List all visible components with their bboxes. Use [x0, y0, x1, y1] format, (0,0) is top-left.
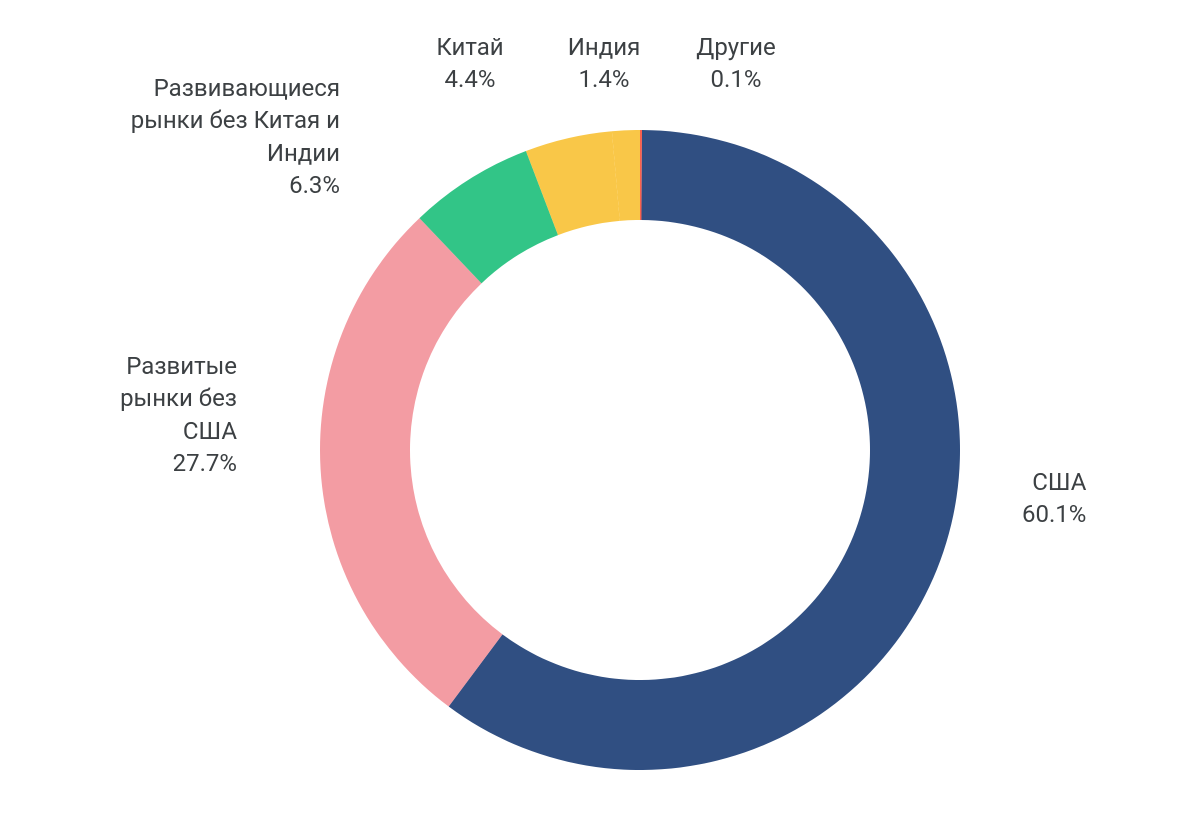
label-dev-l2: рынки без: [120, 382, 237, 414]
label-dev: Развитые рынки без США 27.7%: [120, 350, 237, 480]
label-china-value: 4.4%: [412, 63, 528, 95]
donut-slice: [320, 218, 502, 706]
label-emerg-l3: Индии: [131, 137, 340, 169]
label-china: Китай 4.4%: [412, 31, 528, 96]
label-india-value: 1.4%: [546, 63, 662, 95]
label-other-name: Другие: [678, 31, 794, 63]
label-usa-value: 60.1%: [1022, 498, 1086, 530]
label-usa: США 60.1%: [1022, 466, 1086, 531]
label-china-name: Китай: [412, 31, 528, 63]
label-emerg-l1: Развивающиеся: [131, 72, 340, 104]
label-dev-l1: Развитые: [120, 350, 237, 382]
label-usa-name: США: [1022, 466, 1086, 498]
label-emerg: Развивающиеся рынки без Китая и Индии 6.…: [131, 72, 340, 202]
label-other-value: 0.1%: [678, 63, 794, 95]
label-dev-l3: США: [120, 415, 237, 447]
label-other: Другие 0.1%: [678, 31, 794, 96]
label-india-name: Индия: [546, 31, 662, 63]
label-dev-value: 27.7%: [120, 447, 237, 479]
label-emerg-l2: рынки без Китая и: [131, 104, 340, 136]
label-india: Индия 1.4%: [546, 31, 662, 96]
label-emerg-value: 6.3%: [131, 169, 340, 201]
